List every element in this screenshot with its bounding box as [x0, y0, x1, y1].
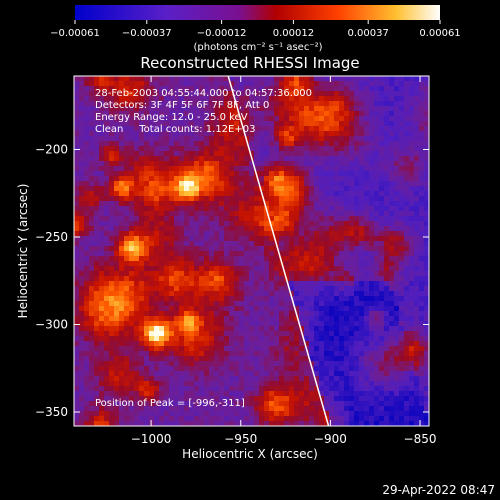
- colorbar-tick-label: 0.00061: [419, 28, 460, 39]
- heatmap-image: [74, 76, 429, 426]
- timestamp: 29-Apr-2022 08:47: [382, 483, 495, 497]
- y-tick-label: −300: [35, 318, 68, 332]
- y-tick-label: −350: [35, 405, 68, 419]
- colorbar-tick-label: −0.00061: [50, 28, 100, 39]
- x-tick-label: −850: [404, 432, 437, 446]
- colorbar-ticks: −0.00061 −0.00037 −0.00012 0.00012 0.00037 0.…: [50, 20, 461, 39]
- y-tick-label: −250: [35, 230, 68, 244]
- colorbar-unit-label: (photons cm⁻² s⁻¹ asec⁻²): [193, 42, 322, 53]
- colorbar-tick-label: −0.00037: [122, 28, 172, 39]
- colorbar: [75, 5, 440, 20]
- y-axis-label: Heliocentric Y (arcsec): [16, 184, 30, 319]
- annotation-peak: Position of Peak = [-996,-311]: [95, 398, 245, 409]
- solar-limb-line: [227, 76, 330, 426]
- x-axis-label: Heliocentric X (arcsec): [182, 447, 318, 461]
- colorbar-tick-label: 0.00012: [273, 28, 314, 39]
- x-tick-label: −1000: [131, 432, 172, 446]
- plot-frame: [73, 75, 430, 427]
- annotation-clean: Clean Total counts: 1.12E+03: [95, 124, 255, 135]
- axis-ticks: −1000 −950 −900 −850 −350 −300 −250 −200: [35, 76, 437, 446]
- chart-title: Reconstructed RHESSI Image: [140, 54, 359, 72]
- annotation-time: 28-Feb-2003 04:55:44.000 to 04:57:36.000: [95, 88, 312, 99]
- x-tick-label: −900: [314, 432, 347, 446]
- colorbar-tick-label: 0.00037: [348, 28, 389, 39]
- colorbar-tick-label: −0.00012: [197, 28, 247, 39]
- annotation-energy: Energy Range: 12.0 - 25.0 keV: [95, 112, 248, 123]
- x-tick-label: −950: [224, 432, 257, 446]
- annotation-detectors: Detectors: 3F 4F 5F 6F 7F 8F, Att 0: [95, 100, 269, 111]
- y-tick-label: −200: [35, 143, 68, 157]
